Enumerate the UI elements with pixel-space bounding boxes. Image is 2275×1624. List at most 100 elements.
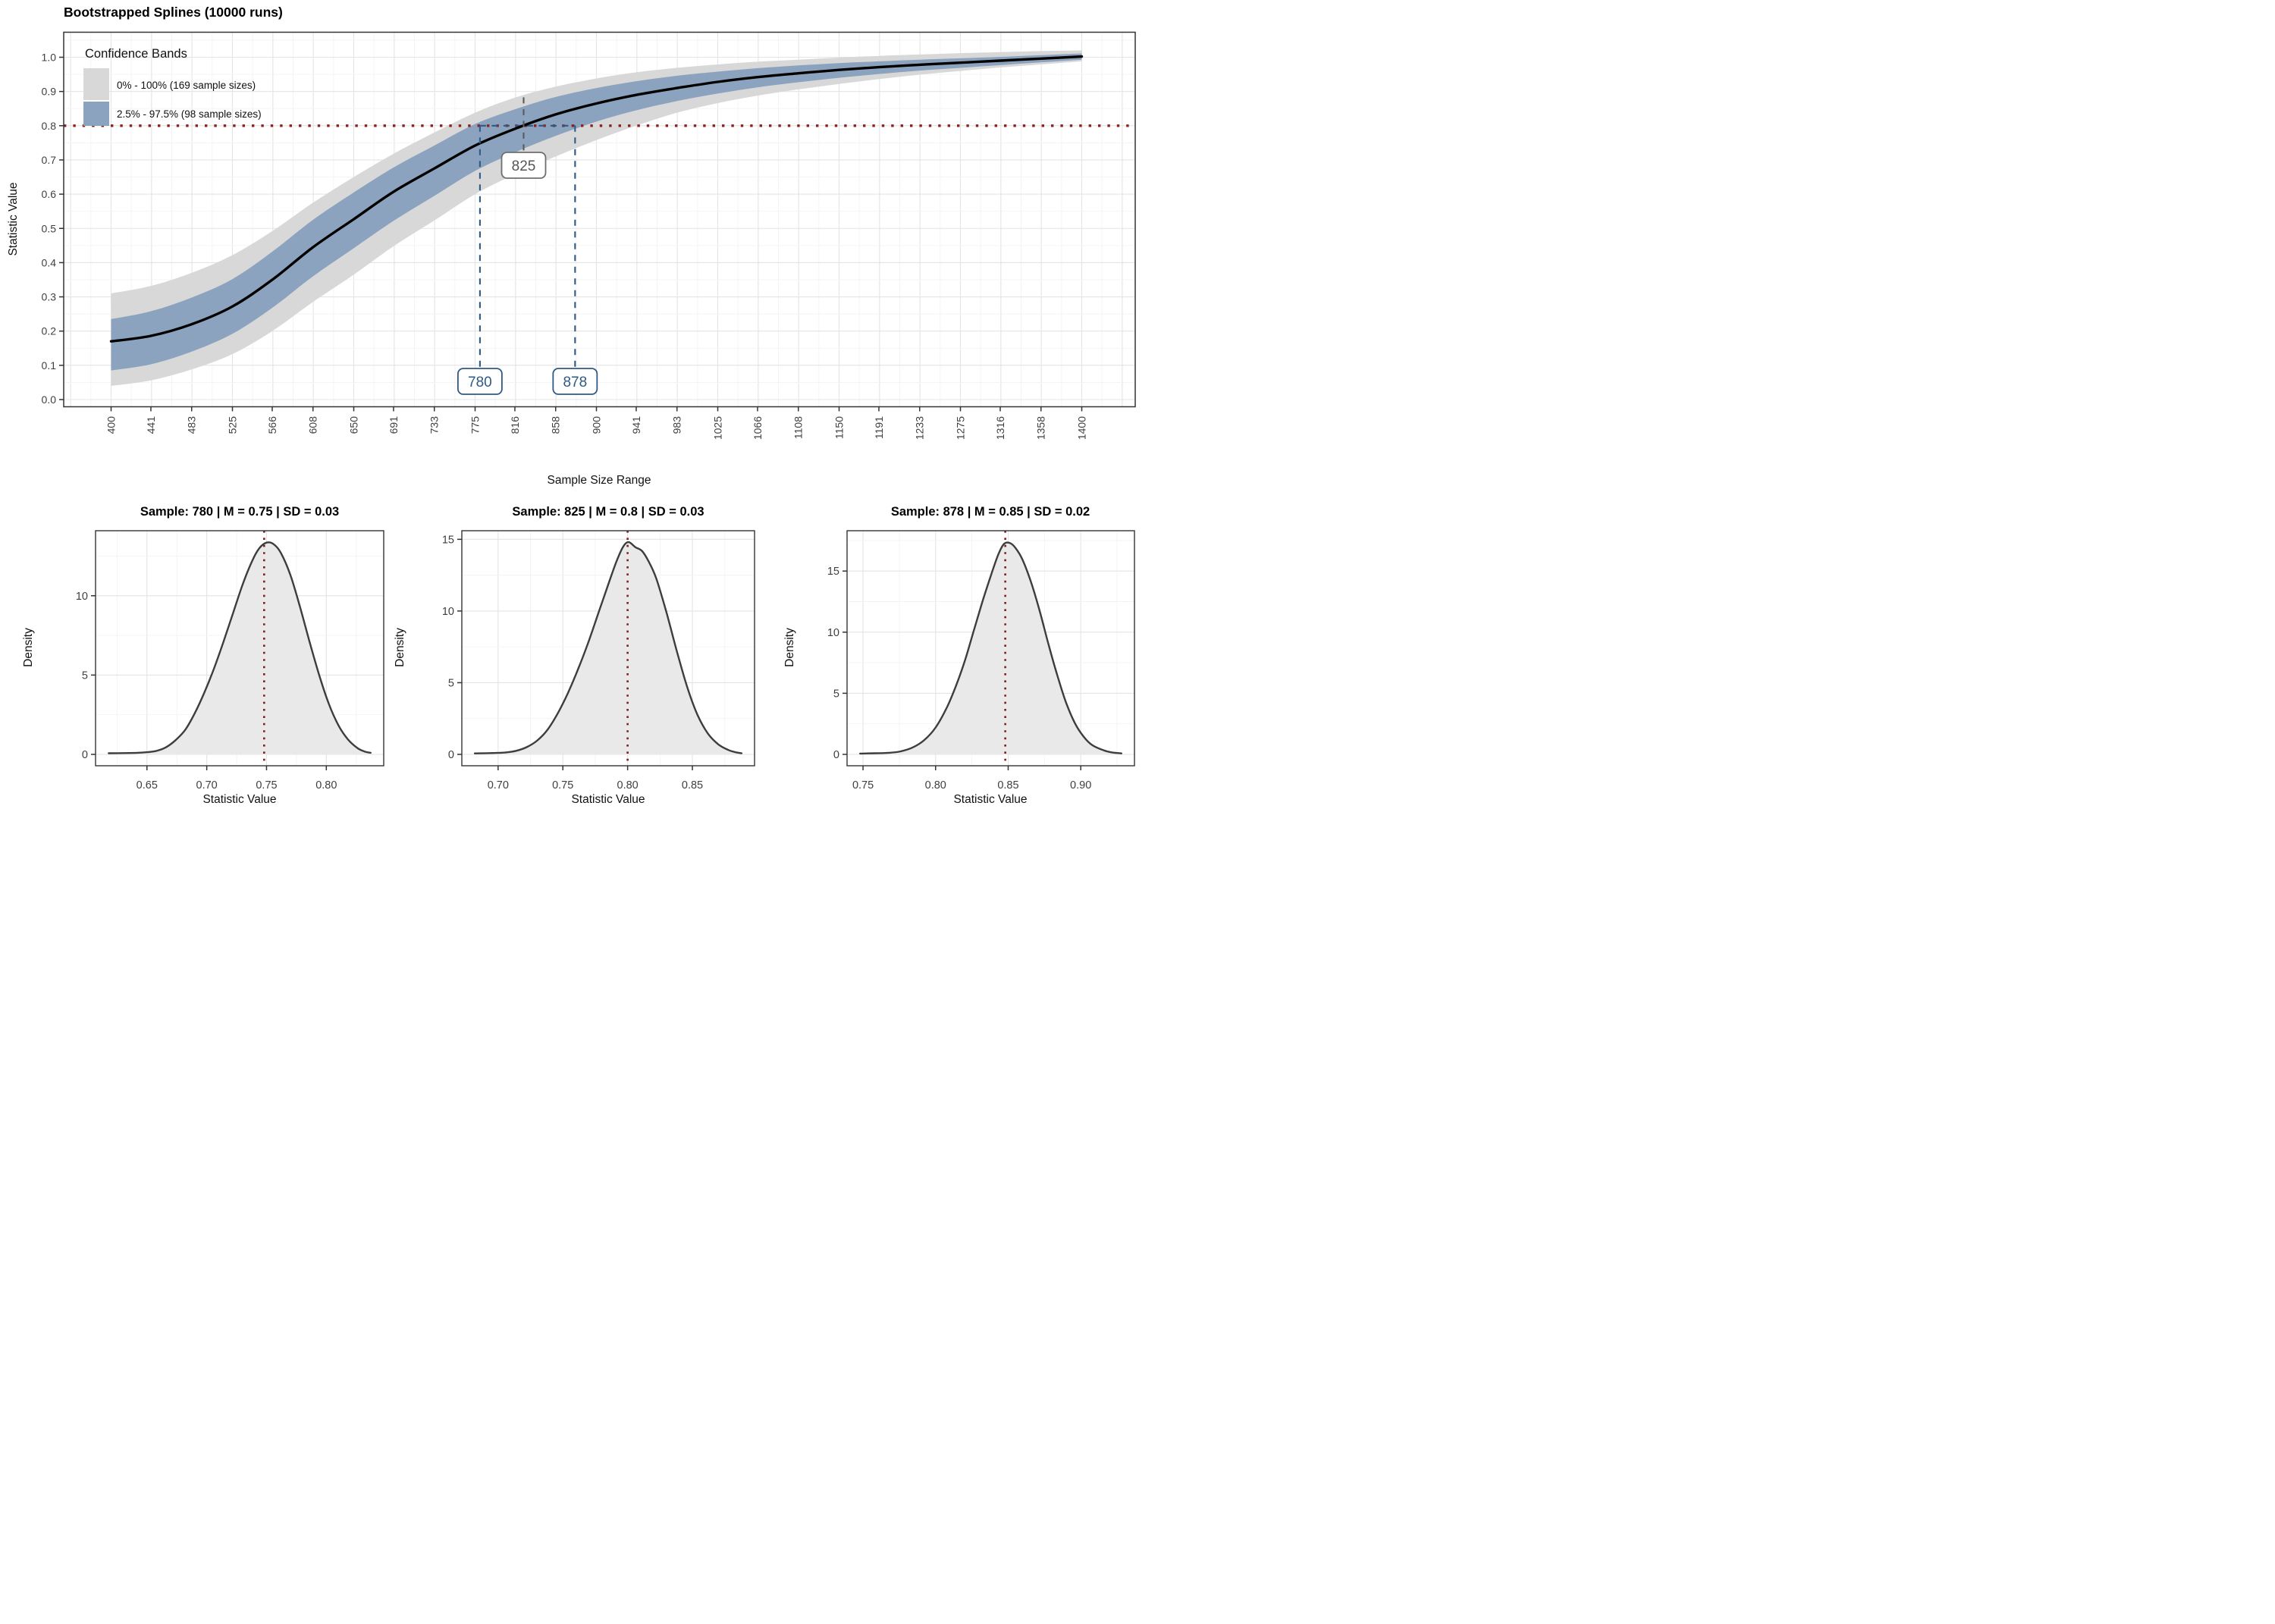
legend-label-outer: 0% - 100% (169 sample sizes) xyxy=(117,80,256,91)
density-x-title-3: Statistic Value xyxy=(953,793,1028,806)
x-tick-label: 691 xyxy=(388,416,400,434)
density-x-tick-label: 0.80 xyxy=(925,779,946,792)
density-y-tick-label: 5 xyxy=(833,688,839,700)
y-tick-label: 0.7 xyxy=(42,154,57,166)
x-tick-label: 400 xyxy=(105,416,118,434)
density-x-tick-label: 0.75 xyxy=(552,779,573,792)
legend-title: Confidence Bands xyxy=(85,47,187,61)
density-panel-2: 0 5 10 15 0.70 0.75 0.80 0.85 xyxy=(442,530,755,792)
density-y-tick-label: 0 xyxy=(833,749,839,761)
x-tick-label: 1191 xyxy=(873,416,885,439)
density-x-tick-label: 0.80 xyxy=(617,779,639,792)
density-y-title-1: Density xyxy=(22,628,35,667)
x-tick-label: 608 xyxy=(307,416,319,434)
density-area xyxy=(475,542,742,754)
density-y-title-3: Density xyxy=(783,628,796,667)
x-tick-label: 1025 xyxy=(712,416,724,440)
y-tick-label: 0.9 xyxy=(42,86,57,98)
legend-swatch-inner xyxy=(83,102,109,126)
main-y-axis-title: Statistic Value xyxy=(7,182,20,256)
density-area xyxy=(108,542,371,754)
y-tick-label: 0.6 xyxy=(42,188,57,200)
annotation-upper-box xyxy=(552,368,598,395)
x-tick-label: 1275 xyxy=(955,416,967,440)
legend: Confidence Bands 0% - 100% (169 sample si… xyxy=(83,47,262,126)
density-y-tick-label: 0 xyxy=(82,749,88,761)
legend-swatch-outer xyxy=(83,68,109,100)
density-x-tick-label: 0.85 xyxy=(997,779,1018,792)
density-curve xyxy=(859,541,1122,755)
main-chart-title: Bootstrapped Splines (10000 runs) xyxy=(64,5,283,20)
density-row-svg: 0 5 10 0.65 0.70 0.75 0.80 0 5 10 15 0.70 0.75 0.80 0.… xyxy=(76,530,1135,792)
x-tick-label: 941 xyxy=(630,416,642,434)
x-tick-label: 858 xyxy=(550,416,562,434)
y-tick-label: 0.4 xyxy=(42,256,57,268)
density-x-title-1: Statistic Value xyxy=(202,793,277,806)
x-tick-label: 650 xyxy=(348,416,360,434)
main-chart-svg: 825 780 878 0.0 0.1 0.2 0.3 0.4 0.5 0.6 0.7 0.8 0.9 1… xyxy=(42,31,1136,440)
density-y-tick-label: 15 xyxy=(827,566,839,578)
density-y-tick-label: 5 xyxy=(82,669,88,682)
x-tick-label: 1108 xyxy=(792,416,805,439)
density-area xyxy=(860,542,1122,754)
x-tick-label: 441 xyxy=(145,416,157,434)
annotation-mid-label: 825 xyxy=(512,158,536,174)
density-panel-1: 0 5 10 0.65 0.70 0.75 0.80 xyxy=(76,530,384,792)
x-tick-label: 900 xyxy=(591,416,603,434)
density-x-tick-label: 0.75 xyxy=(256,779,277,792)
y-tick-label: 0.2 xyxy=(42,325,57,337)
x-tick-label: 1150 xyxy=(833,416,846,439)
legend-label-inner: 2.5% - 97.5% (98 sample sizes) xyxy=(117,108,262,120)
x-tick-label: 1358 xyxy=(1035,416,1047,440)
y-tick-label: 0.1 xyxy=(42,359,57,372)
density-x-tick-label: 0.85 xyxy=(682,779,703,792)
density-title-1: Sample: 780 | M = 0.75 | SD = 0.03 xyxy=(140,505,340,519)
density-x-tick-label: 0.65 xyxy=(136,779,158,792)
density-y-tick-label: 0 xyxy=(448,749,454,761)
x-tick-label: 1316 xyxy=(994,416,1006,440)
density-title-3: Sample: 878 | M = 0.85 | SD = 0.02 xyxy=(890,505,1090,519)
x-tick-label: 483 xyxy=(186,416,198,434)
density-x-tick-label: 0.70 xyxy=(488,779,509,792)
x-tick-label: 775 xyxy=(469,416,482,434)
figure: Bootstrapped Splines (10000 runs) 825 780… xyxy=(0,0,1138,812)
main-axes: 0.0 0.1 0.2 0.3 0.4 0.5 0.6 0.7 0.8 0.9 1.0 400 441 4… xyxy=(42,52,1088,440)
annotation-mid-box xyxy=(500,152,547,179)
inner-confidence-band xyxy=(111,53,1082,371)
density-y-tick-label: 5 xyxy=(448,677,454,689)
density-x-title-2: Statistic Value xyxy=(571,793,645,806)
y-tick-label: 0.0 xyxy=(42,393,57,406)
y-tick-label: 0.8 xyxy=(42,120,57,132)
density-y-title-2: Density xyxy=(394,628,406,667)
density-x-tick-label: 0.75 xyxy=(852,779,874,792)
annotation-upper-label: 878 xyxy=(563,375,587,390)
y-tick-label: 1.0 xyxy=(42,52,57,64)
main-x-axis-title: Sample Size Range xyxy=(547,474,651,487)
density-x-tick-label: 0.70 xyxy=(196,779,218,792)
density-x-tick-label: 0.80 xyxy=(315,779,337,792)
x-tick-label: 816 xyxy=(509,416,521,434)
density-panel-border xyxy=(95,530,384,767)
density-y-tick-label: 15 xyxy=(442,534,454,546)
density-x-tick-label: 0.90 xyxy=(1070,779,1091,792)
annotation-lower-label: 780 xyxy=(468,375,492,390)
main-grid xyxy=(64,32,1135,407)
x-tick-label: 1066 xyxy=(752,416,764,440)
x-tick-label: 1400 xyxy=(1076,416,1088,440)
density-row: 0 5 10 0.65 0.70 0.75 0.80 0 5 10 15 0.70 0.75 0.80 0.… xyxy=(0,497,1138,812)
x-tick-label: 983 xyxy=(671,416,683,434)
density-curve xyxy=(108,541,372,754)
density-panel-border xyxy=(846,530,1135,767)
x-tick-label: 733 xyxy=(428,416,441,434)
x-tick-label: 1233 xyxy=(914,416,926,440)
x-tick-label: 525 xyxy=(227,416,239,434)
density-panel-3: 0 5 10 15 0.75 0.80 0.85 0.90 xyxy=(827,530,1135,792)
x-tick-label: 566 xyxy=(266,416,278,434)
density-title-2: Sample: 825 | M = 0.8 | SD = 0.03 xyxy=(512,505,704,519)
density-y-tick-label: 10 xyxy=(76,591,88,603)
main-panel-border xyxy=(63,31,1136,408)
density-y-tick-label: 10 xyxy=(827,627,839,639)
main-chart: 825 780 878 0.0 0.1 0.2 0.3 0.4 0.5 0.6 0.7 0.8 0.9 1… xyxy=(0,0,1138,497)
density-curve xyxy=(473,541,743,754)
density-panel-border xyxy=(461,530,755,767)
